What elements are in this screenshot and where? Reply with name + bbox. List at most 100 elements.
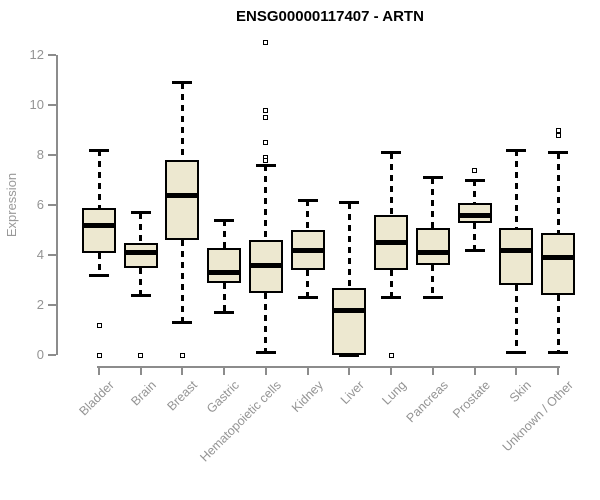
upper-whisker-cap xyxy=(89,148,109,152)
outlier-marker xyxy=(472,167,478,173)
y-tick-label: 4 xyxy=(36,247,44,262)
upper-whisker-cap xyxy=(422,176,443,179)
upper-whisker xyxy=(264,165,268,240)
median-line xyxy=(207,270,242,275)
y-axis-tick xyxy=(48,354,56,356)
lower-whisker-cap xyxy=(255,351,276,354)
lower-whisker-cap xyxy=(548,351,568,354)
upper-whisker-cap xyxy=(255,163,276,167)
median-line xyxy=(123,250,158,255)
y-tick-label: 10 xyxy=(29,97,44,112)
x-axis-tick xyxy=(515,368,518,375)
y-tick-label: 2 xyxy=(36,297,44,312)
y-axis-tick xyxy=(48,304,56,306)
y-axis-tick xyxy=(48,204,56,206)
lower-whisker-cap xyxy=(422,296,443,299)
median-line xyxy=(499,247,534,253)
outlier-marker xyxy=(263,115,269,120)
outlier-marker xyxy=(138,352,144,358)
lower-whisker xyxy=(473,222,477,250)
lower-whisker xyxy=(264,292,268,353)
y-axis-tick xyxy=(48,254,56,256)
median-line xyxy=(457,212,492,218)
median-line xyxy=(248,262,283,268)
upper-whisker xyxy=(473,180,477,203)
box-gastric xyxy=(207,247,242,283)
x-axis-tick xyxy=(348,368,351,375)
median-line xyxy=(165,192,200,198)
x-axis-tick xyxy=(431,368,434,375)
x-axis-tick xyxy=(264,368,267,375)
median-line xyxy=(541,255,575,260)
upper-whisker xyxy=(97,150,101,208)
y-tick-label: 12 xyxy=(29,47,44,62)
outlier-marker xyxy=(555,127,561,133)
upper-whisker xyxy=(389,152,393,215)
upper-whisker-cap xyxy=(130,211,151,214)
median-line xyxy=(82,222,116,228)
upper-whisker xyxy=(514,150,518,228)
upper-whisker xyxy=(180,82,184,160)
lower-whisker-cap xyxy=(339,353,360,357)
outlier-marker xyxy=(263,107,269,113)
lower-whisker xyxy=(306,270,310,298)
x-axis-tick xyxy=(390,368,393,375)
median-line xyxy=(332,307,367,313)
x-axis-line xyxy=(97,366,560,368)
box-brain xyxy=(123,242,158,268)
upper-whisker xyxy=(556,152,560,233)
upper-whisker-cap xyxy=(214,218,235,222)
box-bladder xyxy=(82,207,116,253)
x-axis-tick xyxy=(473,368,476,375)
upper-whisker xyxy=(306,200,310,230)
lower-whisker xyxy=(556,295,560,353)
lower-whisker-cap xyxy=(381,296,402,299)
chart-title: ENSG00000117407 - ARTN xyxy=(236,8,424,25)
y-axis-tick xyxy=(48,54,56,56)
lower-whisker xyxy=(389,270,393,298)
x-axis-tick xyxy=(98,368,100,375)
y-tick-label: 0 xyxy=(36,347,44,362)
box-unknown-other xyxy=(541,232,575,295)
upper-whisker-cap xyxy=(381,151,402,154)
upper-whisker xyxy=(139,212,143,243)
lower-whisker xyxy=(139,267,143,295)
y-axis-line xyxy=(56,55,58,355)
upper-whisker-cap xyxy=(172,81,193,84)
outlier-marker xyxy=(263,140,269,145)
x-axis-tick xyxy=(306,368,309,375)
y-axis-tick xyxy=(48,104,56,106)
x-axis-tick xyxy=(223,368,226,375)
upper-whisker-cap xyxy=(506,148,527,152)
lower-whisker-cap xyxy=(130,293,151,297)
lower-whisker-cap xyxy=(89,273,109,277)
box-breast xyxy=(165,160,200,240)
median-line xyxy=(374,240,409,245)
lower-whisker-cap xyxy=(506,351,527,354)
lower-whisker-cap xyxy=(464,248,485,252)
median-line xyxy=(415,250,450,255)
upper-whisker xyxy=(347,202,351,288)
upper-whisker xyxy=(431,177,435,228)
lower-whisker-cap xyxy=(214,311,235,314)
outlier-marker xyxy=(263,157,269,163)
outlier-marker xyxy=(96,352,102,358)
box-liver xyxy=(332,287,367,355)
y-tick-label: 6 xyxy=(36,197,44,212)
lower-whisker xyxy=(97,252,101,275)
upper-whisker-cap xyxy=(464,178,485,182)
y-tick-label: 8 xyxy=(36,147,44,162)
median-line xyxy=(290,247,325,253)
upper-whisker-cap xyxy=(297,198,318,202)
lower-whisker-cap xyxy=(297,296,318,299)
y-axis-tick xyxy=(48,154,56,156)
lower-whisker xyxy=(431,265,435,298)
x-axis-tick xyxy=(139,368,142,375)
lower-whisker-cap xyxy=(172,321,193,324)
outlier-marker xyxy=(179,352,185,358)
outlier-marker xyxy=(263,40,269,45)
outlier-marker xyxy=(555,132,561,138)
box-skin xyxy=(499,227,534,285)
x-axis-tick xyxy=(557,368,559,375)
